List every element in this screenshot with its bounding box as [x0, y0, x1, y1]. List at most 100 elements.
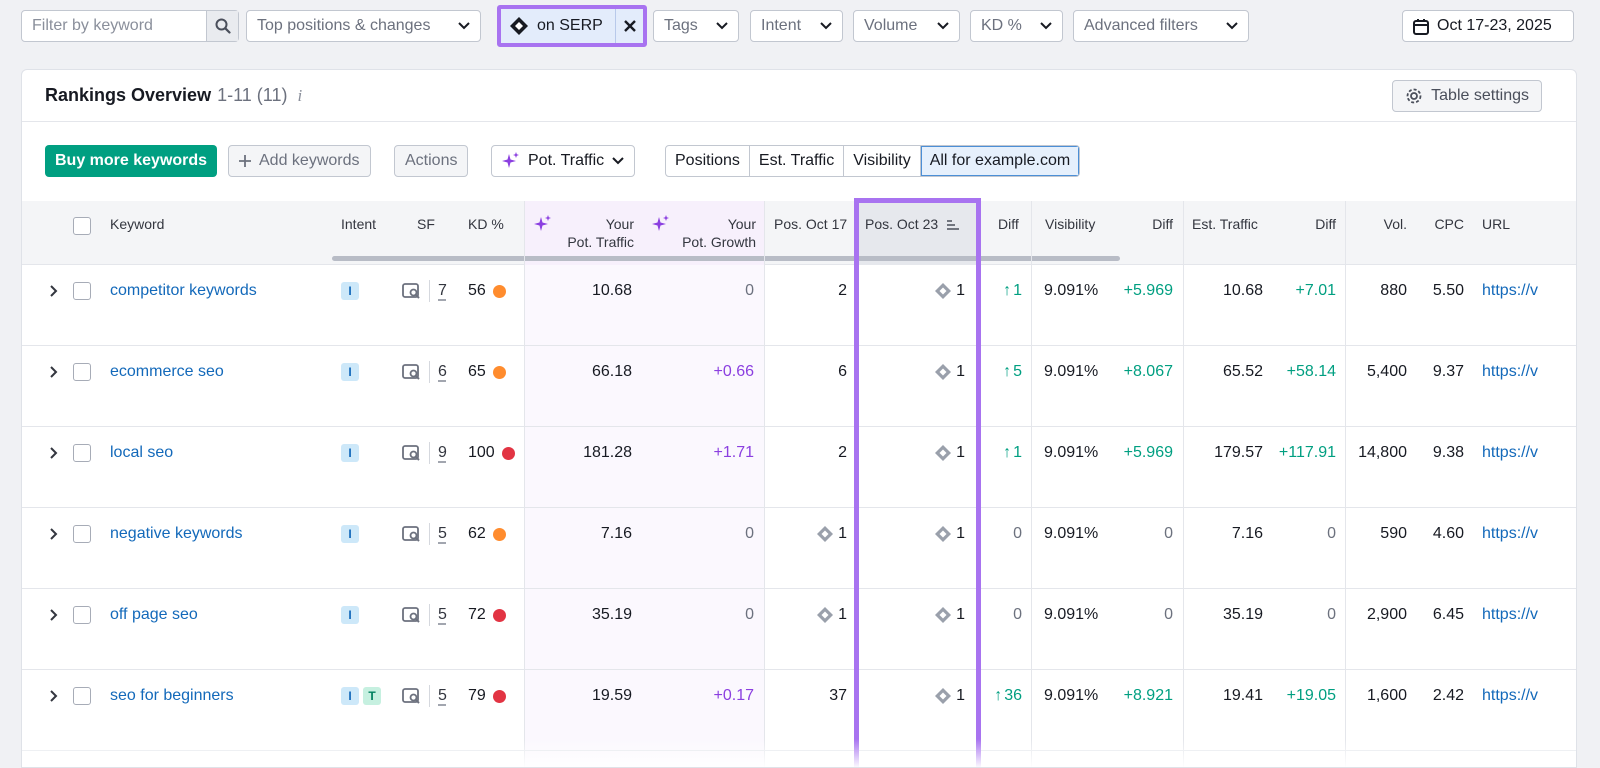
info-icon[interactable]: i — [297, 85, 303, 105]
table-row[interactable]: seo for beginners I T 5 79 19.59 +0.17 37 1 ↑ 36 9.… — [22, 670, 1576, 751]
col-kd[interactable]: KD % — [468, 216, 504, 232]
close-icon — [623, 20, 636, 32]
pos-oct17-value: 6 — [838, 363, 847, 380]
pot-columns-background — [524, 265, 764, 767]
intent-badge[interactable]: I — [341, 525, 359, 543]
keyword-filter[interactable]: Filter by keyword — [21, 10, 239, 42]
expand-row-button[interactable] — [50, 589, 58, 641]
sf-count[interactable]: 5 — [438, 687, 447, 704]
serp-feature-icon — [935, 364, 952, 380]
keyword-link[interactable]: ecommerce seo — [110, 363, 224, 380]
advanced-filters[interactable]: Advanced filters — [1073, 10, 1249, 42]
col-intent[interactable]: Intent — [341, 216, 377, 232]
visibility-value: 9.091% — [1044, 525, 1099, 542]
col-vis-diff[interactable]: Diff — [1152, 216, 1173, 232]
keyword-link[interactable]: seo for beginners — [110, 687, 234, 704]
chevron-down-icon — [820, 22, 832, 30]
keyword-link[interactable]: competitor keywords — [110, 282, 257, 299]
positions-filter[interactable]: Top positions & changes — [246, 10, 481, 42]
actions-button[interactable]: Actions — [394, 145, 469, 177]
sf-cell[interactable]: 9 — [402, 427, 447, 479]
col-pos-oct23[interactable]: Pos. Oct 23 — [859, 201, 979, 265]
col-est-diff[interactable]: Diff — [1315, 216, 1336, 232]
pot-traffic-dropdown[interactable]: Pot. Traffic — [491, 145, 636, 177]
intent-badge[interactable]: I — [341, 687, 359, 705]
col-visibility[interactable]: Visibility — [1045, 216, 1096, 232]
table-row[interactable]: ecommerce seo I 6 65 66.18 +0.66 6 1 ↑ 5 9.091% +8.… — [22, 346, 1576, 427]
expand-row-button[interactable] — [50, 346, 58, 398]
remove-filter-button[interactable] — [615, 9, 643, 43]
col-pot-growth[interactable]: Your Pot. Growth — [642, 201, 764, 265]
intent-filter[interactable]: Intent — [750, 10, 843, 42]
url-link[interactable]: https://v — [1482, 606, 1539, 623]
table-row[interactable]: negative keywords I 5 62 7.16 0 1 1 0 9.091% 0 7.16… — [22, 508, 1576, 589]
sf-count[interactable]: 6 — [438, 363, 447, 380]
sf-cell[interactable]: 5 — [402, 508, 447, 560]
serp-feature-filter[interactable]: on SERP — [497, 5, 647, 47]
row-checkbox[interactable] — [73, 525, 91, 543]
intent-badge[interactable]: I — [341, 363, 359, 381]
row-checkbox[interactable] — [73, 444, 91, 462]
keyword-link[interactable]: local seo — [110, 444, 174, 461]
keyword-filter-input[interactable]: Filter by keyword — [32, 17, 153, 34]
expand-row-button[interactable] — [50, 508, 58, 560]
url-link[interactable]: https://v — [1482, 687, 1539, 704]
sf-cell[interactable]: 7 — [402, 265, 447, 317]
pot-growth-value: 0 — [745, 606, 754, 623]
tab-visibility[interactable]: Visibility — [844, 146, 921, 176]
url-link[interactable]: https://v — [1482, 525, 1539, 542]
keyword-link[interactable]: negative keywords — [110, 525, 243, 542]
tab-est-traffic[interactable]: Est. Traffic — [750, 146, 845, 176]
table-row[interactable]: local seo I 9 100 181.28 +1.71 2 1 ↑ 1 9.091% +5.96… — [22, 427, 1576, 508]
col-vol[interactable]: Vol. — [1383, 216, 1407, 232]
add-keywords-button[interactable]: Add keywords — [228, 145, 371, 177]
expand-row-button[interactable] — [50, 265, 58, 317]
kd-filter[interactable]: KD % — [970, 10, 1063, 42]
intent-badge[interactable]: I — [341, 606, 359, 624]
col-cpc[interactable]: CPC — [1434, 216, 1464, 232]
intent-badge[interactable]: I — [341, 282, 359, 300]
date-range-picker[interactable]: Oct 17-23, 2025 — [1402, 10, 1574, 42]
tab-all-for-domain[interactable]: All for example.com — [920, 146, 1080, 176]
search-button[interactable] — [206, 11, 238, 41]
tab-positions[interactable]: Positions — [666, 146, 750, 176]
intent-badge[interactable]: I — [341, 444, 359, 462]
horizontal-scrollbar[interactable] — [332, 256, 1120, 261]
sf-count[interactable]: 7 — [438, 282, 447, 299]
table-settings-button[interactable]: Table settings — [1392, 80, 1542, 112]
tags-filter-label: Tags — [664, 17, 698, 34]
intent-badge[interactable]: T — [363, 687, 381, 705]
buy-more-keywords-button[interactable]: Buy more keywords — [45, 145, 218, 177]
sf-cell[interactable]: 5 — [402, 589, 447, 641]
col-sf[interactable]: SF — [417, 216, 435, 232]
tags-filter[interactable]: Tags — [653, 10, 739, 42]
sf-count[interactable]: 9 — [438, 444, 447, 461]
keyword-link[interactable]: off page seo — [110, 606, 198, 623]
url-link[interactable]: https://v — [1482, 282, 1539, 299]
table-row[interactable]: off page seo I 5 72 35.19 0 1 1 0 9.091% 0 35.19 0 2,… — [22, 589, 1576, 670]
col-pot-traffic[interactable]: Your Pot. Traffic — [524, 201, 642, 265]
serp-feature-icon — [817, 607, 834, 623]
row-checkbox[interactable] — [73, 363, 91, 381]
col-est-traffic[interactable]: Est. Traffic — [1192, 216, 1258, 232]
row-checkbox[interactable] — [73, 687, 91, 705]
sf-count[interactable]: 5 — [438, 525, 447, 542]
select-all-checkbox[interactable] — [73, 217, 91, 235]
volume-filter[interactable]: Volume — [853, 10, 960, 42]
col-diff[interactable]: Diff — [998, 216, 1019, 232]
arrow-up-icon: ↑ — [1003, 444, 1012, 461]
sf-cell[interactable]: 6 — [402, 346, 447, 398]
col-url[interactable]: URL — [1482, 216, 1511, 232]
url-link[interactable]: https://v — [1482, 363, 1539, 380]
table-row[interactable]: competitor keywords I 7 56 10.68 0 2 1 ↑ 1 9.091% +… — [22, 265, 1576, 346]
url-link[interactable]: https://v — [1482, 444, 1539, 461]
expand-row-button[interactable] — [50, 670, 58, 722]
expand-row-button[interactable] — [50, 427, 58, 479]
row-checkbox[interactable] — [73, 282, 91, 300]
row-checkbox[interactable] — [73, 606, 91, 624]
sf-count[interactable]: 5 — [438, 606, 447, 623]
sf-cell[interactable]: 5 — [402, 670, 447, 722]
kd-value: 56 — [468, 282, 486, 299]
col-pos-oct17[interactable]: Pos. Oct 17 — [774, 216, 848, 232]
col-keyword[interactable]: Keyword — [110, 216, 165, 232]
